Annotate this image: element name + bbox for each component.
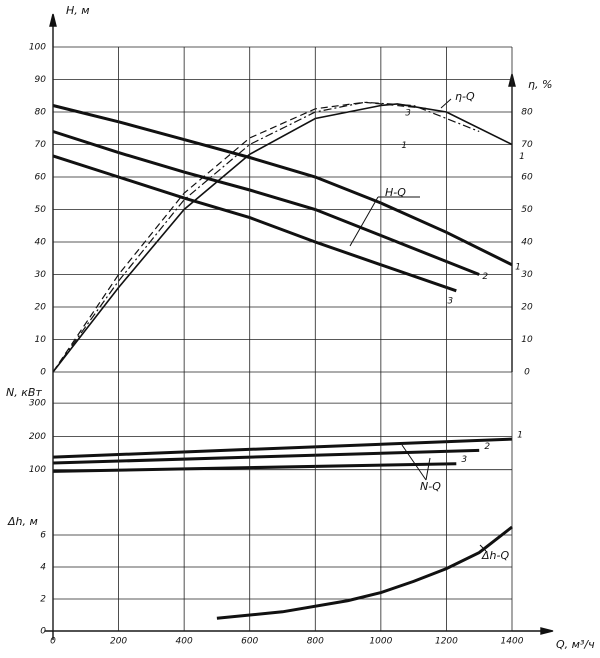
curve-label: 1 <box>401 141 407 151</box>
curve-label: 3 <box>447 296 453 306</box>
y-tick-label: 70 <box>35 140 47 150</box>
x-tick-label: 1400 <box>501 637 524 647</box>
curve-label: 2 <box>484 442 490 452</box>
x-axis-label: Q, м³/ч <box>556 638 595 651</box>
y-tick-label: 40 <box>35 238 47 248</box>
curve-label: 1 <box>515 262 521 272</box>
y2-tick-label: 80 <box>521 108 533 118</box>
y2-tick-label: 50 <box>521 205 533 215</box>
y2-tick-label: 30 <box>521 270 533 280</box>
y2-tick-label: 40 <box>521 238 533 248</box>
y-tick-label: 0 <box>40 627 46 637</box>
axes <box>45 13 554 640</box>
y-tick-label: 60 <box>35 173 47 183</box>
y-tick-label: 100 <box>29 465 46 475</box>
y-tick-label: 2 <box>40 595 46 605</box>
y-tick-label: 0 <box>40 368 46 378</box>
y-tick-label: 300 <box>29 399 46 409</box>
leader-line <box>425 457 431 481</box>
x-tick-label: 1200 <box>435 637 458 647</box>
y2-tick-label: 20 <box>521 303 533 313</box>
x-tick-label: 800 <box>307 637 324 647</box>
y-tick-label: 30 <box>35 270 47 280</box>
y-tick-label: 10 <box>35 335 47 345</box>
y-tick-label: 80 <box>35 108 47 118</box>
x-tick-label: 600 <box>241 637 258 647</box>
curve <box>52 130 480 276</box>
y-axis-label: H, м <box>66 4 90 17</box>
y-tick-label: 6 <box>40 531 46 541</box>
y-axis-label: Δh, м <box>7 515 38 528</box>
y2-tick-label: 60 <box>521 173 533 183</box>
curve <box>52 437 513 459</box>
curve <box>52 448 480 465</box>
y2-tick-label: 70 <box>521 140 533 150</box>
annotation: Δh-Q <box>481 549 509 562</box>
annotation: η-Q <box>455 90 475 103</box>
y-tick-label: 100 <box>29 43 46 53</box>
leader-line <box>440 98 452 109</box>
y-tick-label: 20 <box>35 303 47 313</box>
x-tick-label: 200 <box>110 637 127 647</box>
y2-tick-label: 10 <box>521 335 533 345</box>
y2-tick-label: 0 <box>524 368 530 378</box>
curve-label: 2 <box>482 272 488 282</box>
y-tick-label: 200 <box>29 432 46 442</box>
annotation: H-Q <box>385 186 406 199</box>
curve <box>52 462 457 473</box>
curve <box>216 525 513 620</box>
y-tick-label: 4 <box>40 563 46 573</box>
curve-label: 3 <box>461 455 467 465</box>
y-tick-label: 50 <box>35 205 47 215</box>
x-tick-label: 400 <box>176 637 193 647</box>
x-tick-label: 0 <box>50 637 56 647</box>
annotation: N-Q <box>420 480 441 493</box>
curve <box>52 101 480 373</box>
curve <box>52 154 457 293</box>
curve-label: 1 <box>517 431 523 441</box>
y-axis-label: N, кВт <box>6 386 42 399</box>
curve-label: 3 <box>405 108 411 118</box>
leader-line <box>401 444 427 481</box>
x-tick-label: 1000 <box>369 637 392 647</box>
curve <box>52 101 431 373</box>
curve <box>52 104 513 267</box>
curve-label: 1 <box>519 152 525 162</box>
y-tick-label: 90 <box>35 75 47 85</box>
y2-axis-label: η, % <box>528 78 552 91</box>
leader-line <box>479 544 487 552</box>
leader-line <box>349 196 379 247</box>
